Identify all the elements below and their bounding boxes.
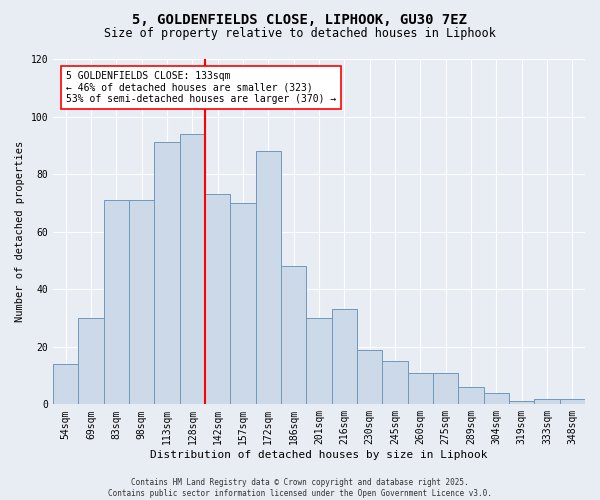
Bar bbox=[129, 200, 154, 404]
Bar bbox=[433, 372, 458, 404]
X-axis label: Distribution of detached houses by size in Liphook: Distribution of detached houses by size … bbox=[150, 450, 488, 460]
Bar bbox=[179, 134, 205, 404]
Bar bbox=[484, 393, 509, 404]
Bar bbox=[205, 194, 230, 404]
Bar bbox=[332, 310, 357, 404]
Bar bbox=[230, 203, 256, 404]
Bar bbox=[535, 398, 560, 404]
Text: Contains HM Land Registry data © Crown copyright and database right 2025.
Contai: Contains HM Land Registry data © Crown c… bbox=[108, 478, 492, 498]
Bar bbox=[154, 142, 179, 404]
Bar bbox=[256, 151, 281, 405]
Bar bbox=[560, 398, 585, 404]
Bar bbox=[104, 200, 129, 404]
Text: Size of property relative to detached houses in Liphook: Size of property relative to detached ho… bbox=[104, 28, 496, 40]
Text: 5, GOLDENFIELDS CLOSE, LIPHOOK, GU30 7EZ: 5, GOLDENFIELDS CLOSE, LIPHOOK, GU30 7EZ bbox=[133, 12, 467, 26]
Bar bbox=[357, 350, 382, 405]
Bar bbox=[382, 361, 407, 405]
Bar bbox=[509, 402, 535, 404]
Bar bbox=[407, 372, 433, 404]
Bar bbox=[281, 266, 307, 404]
Bar bbox=[458, 387, 484, 404]
Bar bbox=[307, 318, 332, 404]
Y-axis label: Number of detached properties: Number of detached properties bbox=[15, 141, 25, 322]
Bar bbox=[79, 318, 104, 404]
Bar bbox=[53, 364, 79, 405]
Text: 5 GOLDENFIELDS CLOSE: 133sqm
← 46% of detached houses are smaller (323)
53% of s: 5 GOLDENFIELDS CLOSE: 133sqm ← 46% of de… bbox=[66, 70, 337, 104]
